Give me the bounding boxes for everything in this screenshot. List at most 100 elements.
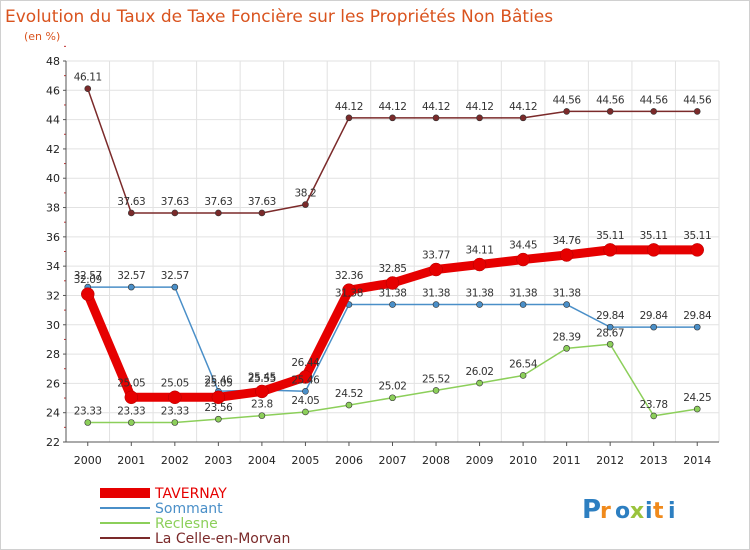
x-tick-label: 2000 (74, 454, 102, 467)
y-tick-label: 46 (46, 84, 60, 97)
data-label-sommant: 31.38 (553, 288, 581, 300)
x-tick-label: 2007 (379, 454, 407, 467)
data-point-la-celle-en-morvan (650, 108, 658, 115)
data-label-tavernay: 32.36 (335, 270, 364, 282)
data-label-tavernay: 32.09 (74, 274, 102, 286)
data-label-la-celle-en-morvan: 37.63 (204, 196, 232, 208)
data-label-la-celle-en-morvan: 44.12 (378, 101, 406, 113)
data-point-sommant (389, 301, 396, 308)
data-point-sommant (519, 301, 527, 308)
data-label-reclesne: 23.33 (74, 406, 102, 418)
data-label-reclesne: 24.52 (335, 388, 363, 400)
data-point-reclesne (519, 372, 527, 379)
data-point-reclesne (171, 419, 179, 426)
data-label-sommant: 25.46 (291, 374, 320, 386)
y-tick-label: 26 (46, 377, 60, 390)
data-point-tavernay (646, 243, 661, 257)
watermark-logo: Pr o x i t i (582, 495, 676, 525)
data-point-la-celle-en-morvan (171, 209, 179, 217)
data-label-la-celle-en-morvan: 44.12 (509, 101, 537, 113)
data-point-la-celle-en-morvan (389, 114, 396, 122)
series-layer (81, 85, 704, 426)
data-point-sommant (128, 283, 135, 291)
data-label-reclesne: 24.25 (683, 392, 711, 404)
data-label-tavernay: 25.05 (204, 377, 232, 389)
legend-label-sommant: Sommant (155, 501, 223, 517)
data-point-la-celle-en-morvan (519, 114, 527, 122)
data-point-reclesne (432, 387, 440, 394)
data-label-sommant: 31.38 (378, 288, 406, 300)
data-point-reclesne (693, 405, 701, 413)
data-label-la-celle-en-morvan: 44.56 (596, 94, 625, 106)
data-point-tavernay (429, 262, 443, 277)
data-label-sommant: 31.38 (509, 288, 537, 300)
data-point-reclesne (389, 394, 396, 402)
data-point-tavernay (124, 390, 139, 405)
data-label-la-celle-en-morvan: 44.56 (553, 94, 582, 106)
x-tick-label: 2001 (117, 454, 145, 467)
data-label-tavernay: 35.11 (596, 230, 624, 242)
data-point-tavernay (516, 252, 530, 267)
x-tick-label: 2013 (640, 454, 668, 467)
y-tick-label: 40 (46, 172, 60, 185)
data-label-reclesne: 23.8 (251, 399, 273, 411)
data-label-reclesne: 23.78 (640, 399, 668, 411)
data-label-sommant: 31.38 (335, 288, 363, 300)
y-tick-label: 38 (46, 202, 60, 215)
x-tick-label: 2004 (248, 454, 276, 467)
data-label-la-celle-en-morvan: 38.2 (295, 188, 317, 200)
data-point-sommant (476, 301, 483, 308)
x-tick-label: 2003 (204, 454, 232, 467)
data-label-sommant: 29.84 (596, 310, 625, 322)
y-tick-label: 24 (46, 407, 60, 420)
data-point-la-celle-en-morvan (563, 108, 570, 115)
data-point-sommant (650, 323, 658, 331)
data-point-tavernay (255, 384, 269, 399)
data-point-tavernay (603, 243, 617, 257)
logo-letter: i (668, 499, 676, 524)
data-point-tavernay (472, 257, 487, 272)
x-tick-label: 2009 (466, 454, 494, 467)
legend-label-tavernay: TAVERNAY (154, 486, 227, 502)
data-label-tavernay: 32.85 (378, 263, 406, 275)
data-point-tavernay (690, 243, 704, 257)
data-label-tavernay: 35.11 (640, 230, 668, 242)
data-label-la-celle-en-morvan: 44.56 (640, 94, 669, 106)
logo-letter: P (582, 495, 601, 525)
legend-label-la-celle-en-morvan: La Celle-en-Morvan (155, 531, 290, 547)
x-tick-label: 2008 (422, 454, 450, 467)
data-point-la-celle-en-morvan (84, 85, 92, 92)
data-label-reclesne: 28.67 (596, 327, 624, 339)
data-label-la-celle-en-morvan: 46.11 (74, 72, 102, 84)
x-tick-label: 2005 (291, 454, 319, 467)
y-tick-label: 28 (46, 348, 60, 361)
data-point-tavernay (559, 248, 574, 262)
data-point-la-celle-en-morvan (258, 209, 266, 217)
data-label-sommant: 25.55 (248, 373, 276, 385)
data-label-tavernay: 26.44 (291, 357, 320, 369)
data-label-sommant: 31.38 (422, 288, 450, 300)
x-tick-label: 2010 (509, 454, 537, 467)
data-label-reclesne: 26.54 (509, 358, 538, 370)
data-label-sommant: 32.57 (117, 270, 145, 282)
data-point-reclesne (302, 408, 309, 416)
legend-label-reclesne: Reclesne (155, 516, 218, 532)
data-point-sommant (432, 301, 440, 308)
data-label-sommant: 29.84 (683, 310, 712, 322)
data-label-reclesne: 23.33 (161, 406, 189, 418)
data-label-reclesne: 26.02 (466, 366, 494, 378)
data-point-la-celle-en-morvan (128, 209, 135, 217)
data-label-la-celle-en-morvan: 44.56 (683, 94, 712, 106)
chart-title: Evolution du Taux de Taxe Foncière sur l… (5, 7, 553, 27)
y-tick-label: 30 (46, 319, 60, 332)
data-point-la-celle-en-morvan (606, 108, 614, 115)
data-point-reclesne (345, 401, 353, 409)
x-tick-label: 2012 (596, 454, 624, 467)
data-point-reclesne (606, 340, 614, 348)
data-label-reclesne: 28.39 (553, 331, 581, 343)
data-label-la-celle-en-morvan: 44.12 (335, 101, 363, 113)
data-labels: 46.11 37.63 37.63 37.63 37.63 38.2 44.12 44.12 4… (74, 72, 713, 418)
data-label-reclesne: 25.52 (422, 373, 450, 385)
data-label-tavernay: 34.11 (466, 245, 494, 257)
